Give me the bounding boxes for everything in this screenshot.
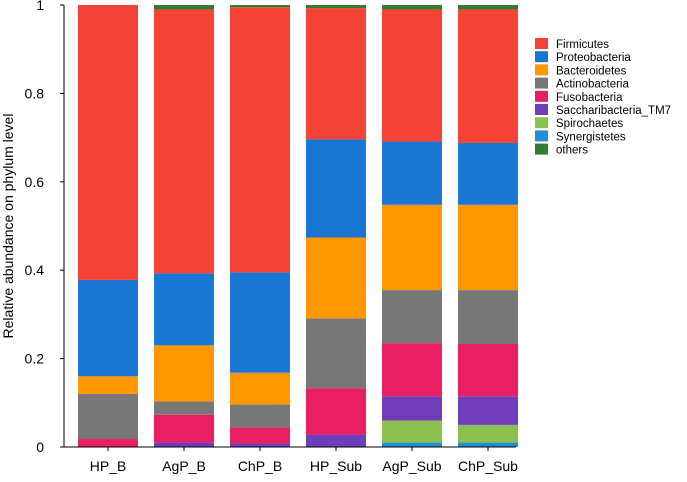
- bar-segment-others-hp-sub: [306, 5, 366, 9]
- bar-segment-saccharibacteria-tm7-chp-sub: [458, 396, 518, 425]
- bar-segment-proteobacteria-agp-b: [154, 273, 214, 346]
- x-tick-label: AgP_B: [162, 458, 206, 474]
- bar-segment-others-agp-b: [154, 5, 214, 10]
- bar-segment-actinobacteria-agp-b: [154, 401, 214, 415]
- legend-swatch-actinobacteria: [535, 77, 548, 89]
- bar-segment-bacteroidetes-agp-sub: [382, 204, 442, 291]
- axes: HP_B AgP_B ChP_B HP_Sub AgP_Sub ChP_Sub 0 0.2 0.…: [25, 0, 519, 474]
- bar-segment-bacteroidetes-hp-sub: [306, 237, 366, 319]
- legend-swatch-bacteroidetes: [535, 64, 548, 76]
- x-tick-label: ChP_Sub: [458, 458, 518, 474]
- bar-segment-synergistetes-chp-sub: [458, 442, 518, 447]
- bar-segment-others-agp-sub: [382, 5, 442, 10]
- bar-segment-fusobacteria-agp-sub: [382, 343, 442, 397]
- bar-segment-spirochaetes-agp-sub: [382, 420, 442, 443]
- bar-segment-saccharibacteria-tm7-agp-b: [154, 442, 214, 447]
- legend-label-proteobacteria: Proteobacteria: [556, 52, 631, 64]
- bar-segment-fusobacteria-chp-sub: [458, 344, 518, 397]
- bar-segment-bacteroidetes-chp-sub: [458, 204, 518, 291]
- y-axis-label: Relative abundance on phylum level: [0, 114, 16, 339]
- bar-segment-firmicutes-hp-b: [78, 5, 138, 280]
- bar-segment-actinobacteria-chp-sub: [458, 290, 518, 345]
- bar-segment-bacteroidetes-agp-b: [154, 345, 214, 402]
- bar-segment-fusobacteria-chp-b: [230, 427, 290, 444]
- bar-segment-others-chp-b: [230, 5, 290, 8]
- bar-segment-firmicutes-agp-b: [154, 9, 214, 274]
- legend-label-fusobacteria: Fusobacteria: [556, 92, 623, 104]
- bar-segment-spirochaetes-chp-sub: [458, 424, 518, 443]
- bar-segment-firmicutes-chp-sub: [458, 9, 518, 143]
- bar-segment-firmicutes-chp-b: [230, 7, 290, 273]
- bar-segment-saccharibacteria-tm7-chp-b: [230, 443, 290, 447]
- legend-label-spirochaetes: Spirochaetes: [556, 118, 623, 130]
- bar-segment-actinobacteria-hp-b: [78, 393, 138, 440]
- legend-label-firmicutes: Firmicutes: [556, 39, 609, 51]
- legend-swatch-firmicutes: [535, 38, 548, 49]
- legend-label-bacteroidetes: Bacteroidetes: [556, 65, 627, 77]
- bar-segment-proteobacteria-hp-sub: [306, 139, 366, 238]
- legend-swatch-proteobacteria: [535, 51, 548, 63]
- legend-swatch-others: [535, 143, 548, 155]
- legend-swatch-fusobacteria: [535, 90, 548, 102]
- plot-area: [78, 5, 518, 447]
- legend-swatch-saccharibacteria-tm7: [535, 104, 548, 115]
- bar-segment-others-chp-sub: [458, 5, 518, 10]
- x-tick-label: HP_B: [90, 458, 127, 474]
- bar-segment-bacteroidetes-hp-b: [78, 376, 138, 394]
- legend-label-saccharibacteria-tm7: Saccharibacteria_TM7: [556, 105, 671, 117]
- x-tick-label: HP_Sub: [310, 458, 362, 474]
- bar-segment-firmicutes-hp-sub: [306, 8, 366, 140]
- bar-segment-actinobacteria-agp-sub: [382, 290, 442, 344]
- bar-segment-actinobacteria-hp-sub: [306, 318, 366, 389]
- x-tick-label: ChP_B: [238, 458, 282, 474]
- bar-segment-actinobacteria-chp-b: [230, 404, 290, 428]
- bar-segment-fusobacteria-agp-b: [154, 414, 214, 443]
- y-tick-label: 1: [36, 0, 44, 13]
- bar-segment-saccharibacteria-tm7-agp-sub: [382, 396, 442, 421]
- bar-segment-bacteroidetes-chp-b: [230, 372, 290, 405]
- bar-segment-saccharibacteria-tm7-hp-sub: [306, 434, 366, 447]
- bar-segment-proteobacteria-agp-sub: [382, 141, 442, 205]
- x-tick-label: AgP_Sub: [382, 458, 441, 474]
- legend-label-others: others: [556, 145, 588, 157]
- legend-swatch-synergistetes: [535, 130, 548, 142]
- y-tick-label: 0.2: [25, 351, 45, 367]
- bar-segment-proteobacteria-hp-b: [78, 279, 138, 377]
- bar-segment-fusobacteria-hp-b: [78, 439, 138, 447]
- bar-segment-proteobacteria-chp-b: [230, 272, 290, 373]
- bar-segment-fusobacteria-hp-sub: [306, 388, 366, 435]
- legend-label-actinobacteria: Actinobacteria: [556, 79, 629, 91]
- legend-label-synergistetes: Synergistetes: [556, 131, 626, 143]
- bar-segment-firmicutes-agp-sub: [382, 9, 442, 142]
- bar-segment-synergistetes-agp-sub: [382, 442, 442, 447]
- y-tick-label: 0.4: [25, 262, 45, 278]
- legend-swatch-spirochaetes: [535, 117, 548, 129]
- y-tick-label: 0.6: [25, 174, 45, 190]
- y-tick-label: 0: [36, 439, 44, 455]
- y-tick-label: 0.8: [25, 85, 45, 101]
- bar-segment-proteobacteria-chp-sub: [458, 142, 518, 205]
